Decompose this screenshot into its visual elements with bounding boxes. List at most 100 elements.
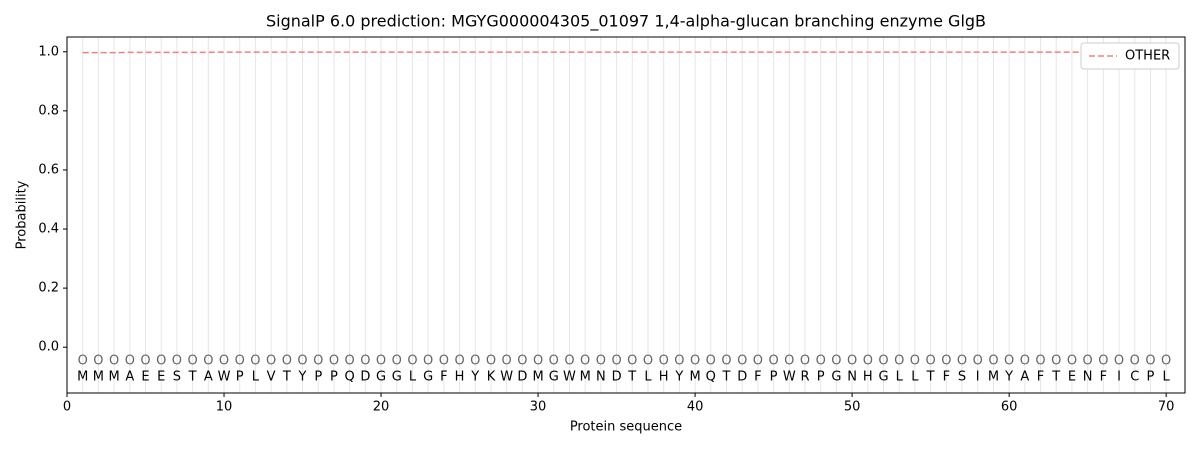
position-label: O — [407, 354, 417, 369]
y-tick-label: 0.8 — [38, 103, 59, 118]
residue-label: F — [754, 370, 761, 385]
position-label: O — [1145, 354, 1155, 369]
position-label: O — [235, 354, 245, 369]
position-label: O — [439, 354, 449, 369]
position-label: O — [863, 354, 873, 369]
position-label: O — [470, 354, 480, 369]
residue-label: N — [847, 370, 857, 385]
residue-label: Q — [345, 370, 355, 385]
position-label: O — [768, 354, 778, 369]
position-label: O — [1067, 354, 1077, 369]
position-label: O — [203, 354, 213, 369]
position-label: O — [392, 354, 402, 369]
position-label: O — [329, 354, 339, 369]
residue-label: D — [517, 370, 527, 385]
position-label: O — [894, 354, 904, 369]
residue-label: V — [267, 370, 276, 385]
residue-label: A — [204, 370, 213, 385]
plot-frame — [66, 36, 1186, 394]
position-label: O — [502, 354, 512, 369]
position-label: O — [376, 354, 386, 369]
x-tick-label: 50 — [844, 400, 861, 415]
residue-label: K — [487, 370, 496, 385]
x-tick-label: 30 — [530, 400, 547, 415]
residue-label: N — [596, 370, 606, 385]
residue-label: Y — [1004, 370, 1013, 385]
position-label: O — [706, 354, 716, 369]
residue-label: M — [108, 370, 119, 385]
residue-label: G — [376, 370, 386, 385]
chart-title: SignalP 6.0 prediction: MGYG000004305_01… — [266, 12, 986, 32]
residue-label: L — [644, 370, 652, 385]
residue-label: C — [1130, 370, 1139, 385]
position-label: O — [360, 354, 370, 369]
residue-label: D — [360, 370, 370, 385]
position-label: O — [423, 354, 433, 369]
residue-label: Y — [298, 370, 307, 385]
position-label: O — [784, 354, 794, 369]
residue-label: H — [659, 370, 669, 385]
residue-label: M — [77, 370, 88, 385]
position-label: O — [140, 354, 150, 369]
x-tick-label: 0 — [63, 400, 71, 415]
position-label: O — [345, 354, 355, 369]
residue-label: E — [141, 370, 149, 385]
residue-label: F — [440, 370, 447, 385]
residue-label: D — [737, 370, 747, 385]
position-label: O — [1035, 354, 1045, 369]
position-label: O — [596, 354, 606, 369]
position-label: O — [282, 354, 292, 369]
y-axis-label: Probability — [15, 180, 30, 249]
series-line — [82, 51, 1167, 54]
residue-label: T — [722, 370, 731, 385]
position-label: O — [659, 354, 669, 369]
position-label: O — [125, 354, 135, 369]
residue-label: G — [423, 370, 433, 385]
position-label: O — [266, 354, 276, 369]
residue-label: G — [549, 370, 559, 385]
position-label: O — [721, 354, 731, 369]
y-tick-label: 1.0 — [38, 44, 59, 59]
position-label: O — [1114, 354, 1124, 369]
x-tick-label: 10 — [216, 400, 233, 415]
position-label: O — [941, 354, 951, 369]
position-label: O — [611, 354, 621, 369]
position-label: O — [1020, 354, 1030, 369]
position-label: O — [988, 354, 998, 369]
position-label: O — [172, 354, 182, 369]
residue-label: M — [988, 370, 999, 385]
residue-label: G — [831, 370, 841, 385]
residue-label: T — [188, 370, 197, 385]
residue-label: T — [282, 370, 291, 385]
residue-label: F — [1037, 370, 1044, 385]
residue-label: M — [93, 370, 104, 385]
residue-label: E — [1068, 370, 1076, 385]
position-label: O — [1004, 354, 1014, 369]
residue-label: W — [500, 370, 513, 385]
residue-label: T — [627, 370, 636, 385]
position-label: O — [78, 354, 88, 369]
position-label: O — [831, 354, 841, 369]
residue-label: T — [926, 370, 935, 385]
position-label: O — [753, 354, 763, 369]
position-label: O — [313, 354, 323, 369]
y-tick-label: 0.6 — [38, 162, 59, 177]
residue-label: P — [314, 370, 322, 385]
residue-label: F — [943, 370, 950, 385]
residue-label: F — [1100, 370, 1107, 385]
residue-label: E — [157, 370, 165, 385]
residue-label: P — [1147, 370, 1155, 385]
y-tick-label: 0.2 — [38, 281, 59, 296]
residue-label: Y — [674, 370, 683, 385]
residue-label: W — [218, 370, 231, 385]
residue-label: N — [1083, 370, 1093, 385]
residue-label: H — [863, 370, 873, 385]
legend-label: OTHER — [1125, 49, 1170, 64]
position-label: O — [973, 354, 983, 369]
residue-label: W — [563, 370, 576, 385]
position-label: O — [517, 354, 527, 369]
position-label: O — [627, 354, 637, 369]
position-label: O — [957, 354, 967, 369]
